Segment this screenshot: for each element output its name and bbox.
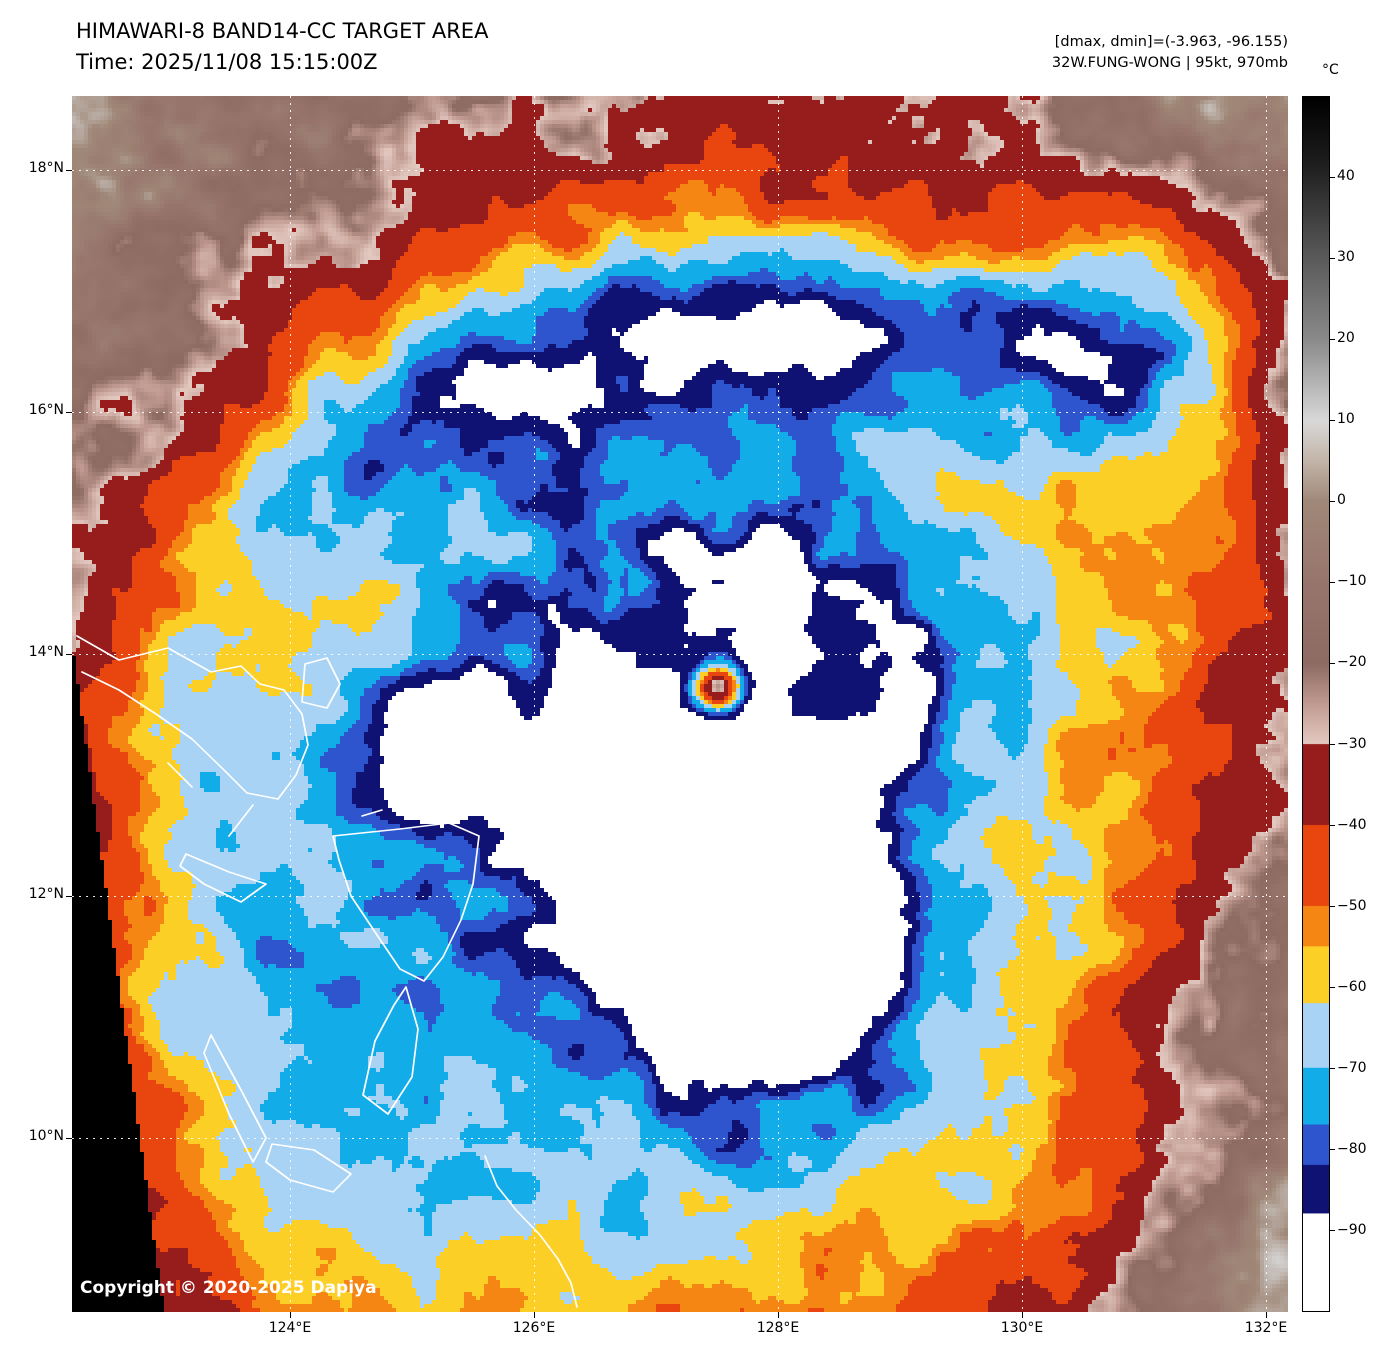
lat-tick-label: 10°N: [28, 1128, 64, 1144]
lon-tick-label: 126°E: [512, 1320, 556, 1336]
colorbar-tick-label: 40: [1337, 168, 1355, 185]
satellite-image-canvas: [72, 96, 1288, 1312]
colorbar-tick-label: 0: [1337, 492, 1346, 509]
lat-tick-label: 18°N: [28, 160, 64, 176]
colorbar-tick-mark: [1330, 500, 1335, 502]
lon-tick-mark: [777, 1312, 779, 1318]
colorbar-tick-mark: [1330, 662, 1335, 664]
lat-tick-mark: [66, 411, 72, 413]
colorbar-tick-label: 10: [1337, 411, 1355, 428]
lat-tick-label: 12°N: [28, 886, 64, 902]
colorbar-tick-mark: [1330, 987, 1335, 989]
lon-tick-mark: [1021, 1312, 1023, 1318]
lat-tick-mark: [66, 169, 72, 171]
colorbar-tick-mark: [1330, 176, 1335, 178]
lon-tick-label: 128°E: [756, 1320, 800, 1336]
annotation-storm: 32W.FUNG-WONG | 95kt, 970mb: [1051, 55, 1288, 71]
figure-time: Time: 2025/11/08 15:15:00Z: [76, 50, 378, 74]
colorbar-tick-label: 20: [1337, 330, 1355, 347]
colorbar-tick-mark: [1330, 257, 1335, 259]
figure-header: HIMAWARI-8 BAND14-CC TARGET AREA Time: 2…: [76, 16, 488, 78]
colorbar-tick-label: −40: [1337, 816, 1367, 833]
lat-tick-mark: [66, 653, 72, 655]
colorbar-tick-label: −80: [1337, 1140, 1367, 1157]
colorbar-tick-mark: [1330, 1068, 1335, 1070]
lat-tick-label: 16°N: [28, 402, 64, 418]
colorbar-tick-mark: [1330, 1149, 1335, 1151]
annotation-block: [dmax, dmin]=(-3.963, -96.155) 32W.FUNG-…: [1052, 32, 1288, 74]
lon-tick-label: 130°E: [1000, 1320, 1044, 1336]
colorbar-tick-label: −70: [1337, 1059, 1367, 1076]
colorbar-tick-label: −20: [1337, 654, 1367, 671]
colorbar-tick-mark: [1330, 825, 1335, 827]
colorbar-tick-label: 30: [1337, 249, 1355, 266]
colorbar-tick-mark: [1330, 1230, 1335, 1232]
colorbar-tick-label: −60: [1337, 978, 1367, 995]
colorbar-tick-label: −30: [1337, 735, 1367, 752]
figure-title: HIMAWARI-8 BAND14-CC TARGET AREA: [76, 19, 489, 43]
colorbar-tick-label: −90: [1337, 1221, 1367, 1238]
annotation-dmax-dmin: [dmax, dmin]=(-3.963, -96.155): [1054, 34, 1288, 50]
colorbar-unit-label: °C: [1322, 62, 1339, 78]
lon-tick-mark: [289, 1312, 291, 1318]
colorbar-tick-mark: [1330, 744, 1335, 746]
colorbar-tick-mark: [1330, 338, 1335, 340]
lat-tick-mark: [66, 1137, 72, 1139]
colorbar-tick-mark: [1330, 419, 1335, 421]
lat-tick-label: 14°N: [28, 644, 64, 660]
colorbar-tick-label: −10: [1337, 573, 1367, 590]
lat-tick-mark: [66, 895, 72, 897]
lon-tick-mark: [533, 1312, 535, 1318]
colorbar-tick-label: −50: [1337, 897, 1367, 914]
lon-tick-mark: [1265, 1312, 1267, 1318]
lon-tick-label: 124°E: [268, 1320, 312, 1336]
colorbar: [1302, 96, 1330, 1312]
colorbar-tick-mark: [1330, 906, 1335, 908]
colorbar-tick-mark: [1330, 581, 1335, 583]
lon-tick-label: 132°E: [1244, 1320, 1288, 1336]
copyright-label: Copyright © 2020-2025 Dapiya: [80, 1278, 377, 1298]
satellite-map: Copyright © 2020-2025 Dapiya: [72, 96, 1288, 1312]
